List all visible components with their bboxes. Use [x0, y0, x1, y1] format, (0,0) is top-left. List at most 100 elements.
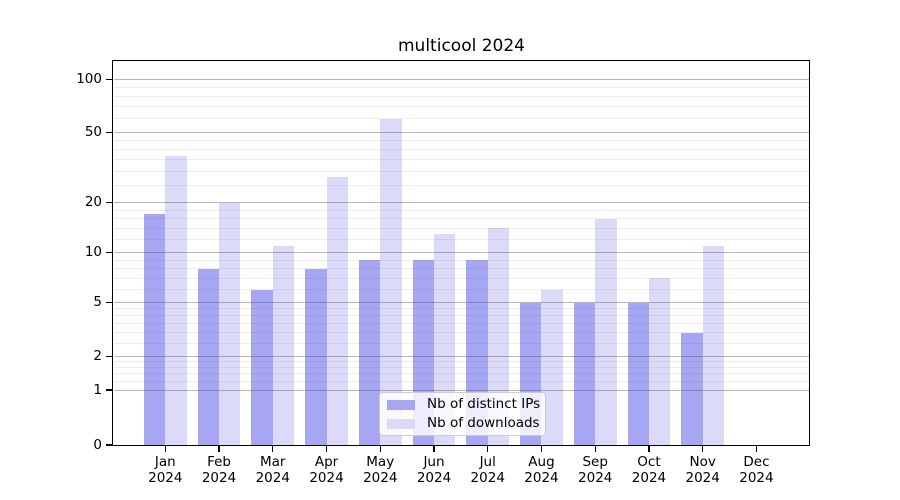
y-tick-mark	[105, 444, 113, 446]
x-tick-mark	[218, 446, 220, 452]
legend-item-downloads: Nb of downloads	[387, 416, 545, 431]
x-tick-label-dec: Dec 2024	[739, 454, 774, 486]
legend-swatch-downloads	[387, 418, 415, 429]
x-tick-label-aug: Aug 2024	[524, 454, 559, 486]
bar-distinct-ips-jan	[143, 214, 166, 445]
minor-gridline	[114, 239, 809, 241]
minor-gridline	[114, 323, 809, 325]
y-tick-label: 2	[93, 348, 102, 365]
minor-gridline	[114, 159, 809, 161]
x-tick-mark	[272, 446, 274, 452]
major-gridline	[114, 356, 809, 358]
x-tick-mark	[164, 446, 166, 452]
minor-gridline	[114, 308, 809, 310]
x-tick-label-jun: Jun 2024	[416, 454, 452, 486]
y-tick-mark	[105, 252, 113, 254]
y-tick-mark	[105, 389, 113, 391]
bar-downloads-apr	[326, 176, 348, 445]
minor-gridline	[114, 149, 809, 151]
bar-downloads-nov	[702, 245, 725, 445]
major-gridline	[114, 389, 809, 391]
y-tick-label: 5	[93, 294, 102, 311]
y-tick-mark	[105, 356, 113, 358]
y-tick-mark	[105, 202, 113, 204]
bar-distinct-ips-feb	[197, 268, 220, 445]
x-tick-mark	[702, 446, 704, 452]
minor-gridline	[114, 118, 809, 120]
bar-downloads-oct	[648, 278, 671, 445]
bar-downloads-may	[380, 118, 402, 445]
legend-item-distinct-ips: Nb of distinct IPs	[387, 397, 545, 412]
x-tick-label-apr: Apr 2024	[309, 454, 344, 486]
y-tick-label: 10	[84, 244, 102, 261]
x-tick-mark	[755, 446, 758, 452]
minor-gridline	[114, 373, 809, 375]
minor-gridline	[114, 185, 809, 187]
major-gridline	[114, 78, 809, 80]
bar-downloads-aug	[541, 289, 563, 445]
bar-distinct-ips-apr	[305, 268, 327, 445]
x-tick-mark	[540, 446, 543, 452]
minor-gridline	[114, 343, 809, 345]
minor-gridline	[114, 277, 809, 279]
x-tick-mark	[325, 446, 328, 452]
bar-downloads-mar	[272, 245, 295, 445]
legend-label-downloads: Nb of downloads	[427, 415, 540, 431]
legend-label-distinct-ips: Nb of distinct IPs	[427, 396, 541, 412]
bar-downloads-feb	[219, 202, 241, 445]
bar-downloads-jan	[165, 155, 187, 445]
minor-gridline	[114, 268, 809, 270]
y-tick-mark	[105, 302, 113, 304]
major-gridline	[114, 202, 809, 204]
y-tick-label: 50	[84, 124, 102, 141]
bar-distinct-ips-nov	[681, 332, 703, 445]
minor-gridline	[114, 315, 809, 317]
minor-gridline	[114, 106, 809, 108]
legend-swatch-distinct-ips	[387, 399, 415, 410]
x-tick-label-jul: Jul 2024	[470, 454, 505, 486]
minor-gridline	[114, 171, 809, 173]
x-tick-mark	[648, 446, 650, 452]
legend: Nb of distinct IPs Nb of downloads	[379, 392, 546, 436]
bar-distinct-ips-may	[358, 260, 381, 445]
x-tick-label-jan: Jan 2024	[148, 454, 183, 486]
x-tick-label-nov: Nov 2024	[685, 454, 720, 486]
x-tick-label-oct: Oct 2024	[631, 454, 667, 486]
x-tick-label-feb: Feb 2024	[201, 454, 237, 486]
y-tick-mark	[105, 78, 113, 80]
minor-gridline	[114, 95, 809, 97]
chart-title: multicool 2024	[398, 36, 525, 56]
minor-gridline	[114, 86, 809, 88]
minor-gridline	[114, 227, 809, 229]
minor-gridline	[114, 259, 809, 261]
minor-gridline	[114, 218, 809, 220]
major-gridline	[114, 252, 809, 254]
minor-gridline	[114, 380, 809, 382]
y-tick-label: 20	[84, 194, 102, 211]
minor-gridline	[114, 209, 809, 211]
minor-gridline	[114, 140, 809, 142]
x-tick-mark	[433, 446, 435, 452]
minor-gridline	[114, 332, 809, 334]
major-gridline	[114, 302, 809, 304]
x-tick-label-may: May 2024	[363, 454, 398, 486]
bar-distinct-ips-oct	[627, 302, 649, 445]
major-gridline	[114, 132, 809, 134]
y-tick-mark	[105, 132, 113, 134]
y-tick-label: 1	[93, 381, 102, 398]
minor-gridline	[114, 289, 809, 291]
x-tick-label-mar: Mar 2024	[255, 454, 290, 486]
bar-downloads-jul	[487, 228, 510, 445]
bar-distinct-ips-mar	[251, 289, 273, 445]
x-tick-mark	[594, 446, 596, 452]
bar-distinct-ips-sep	[573, 302, 596, 445]
x-tick-label-sep: Sep 2024	[578, 454, 613, 486]
bar-downloads-sep	[595, 218, 617, 445]
minor-gridline	[114, 361, 809, 363]
minor-gridline	[114, 366, 809, 368]
x-tick-mark	[379, 446, 381, 452]
x-tick-mark	[487, 446, 489, 452]
y-tick-label: 0	[93, 436, 102, 453]
y-tick-label: 100	[76, 70, 102, 87]
